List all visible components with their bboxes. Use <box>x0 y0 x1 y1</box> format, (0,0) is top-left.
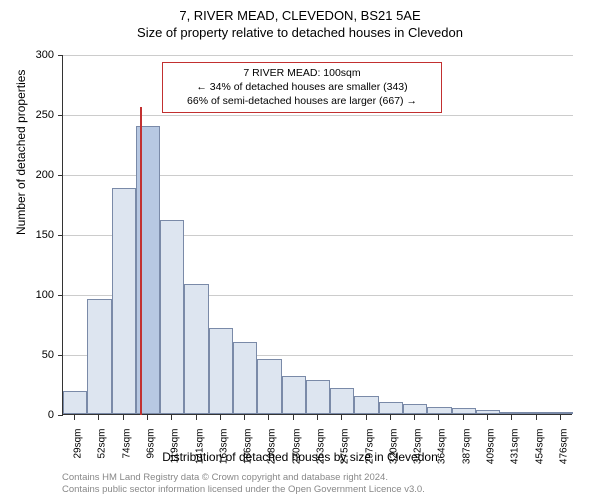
histogram-bar <box>257 359 281 414</box>
x-tick-mark <box>147 415 148 420</box>
histogram-bar <box>209 328 233 414</box>
y-tick-mark <box>58 175 63 176</box>
histogram-bar <box>476 410 500 414</box>
chart-title-line2: Size of property relative to detached ho… <box>0 25 600 40</box>
x-tick-mark <box>487 415 488 420</box>
histogram-bar <box>549 412 573 414</box>
histogram-bar <box>379 402 403 414</box>
attribution-line2: Contains public sector information licen… <box>62 484 425 496</box>
grid-line <box>63 55 573 56</box>
x-axis-label: Distribution of detached houses by size … <box>0 450 600 464</box>
y-tick-mark <box>58 295 63 296</box>
histogram-bar <box>282 376 306 414</box>
annotation-line: ← 34% of detached houses are smaller (34… <box>171 80 433 94</box>
x-tick-mark <box>341 415 342 420</box>
histogram-bar <box>524 412 548 414</box>
y-tick-label: 300 <box>14 49 54 61</box>
y-tick-mark <box>58 415 63 416</box>
annotation-line: 7 RIVER MEAD: 100sqm <box>171 66 433 80</box>
reference-line <box>140 107 142 415</box>
y-tick-label: 50 <box>14 349 54 361</box>
x-tick-mark <box>74 415 75 420</box>
x-tick-mark <box>293 415 294 420</box>
attribution-text: Contains HM Land Registry data © Crown c… <box>62 472 425 496</box>
y-tick-mark <box>58 235 63 236</box>
x-tick-mark <box>536 415 537 420</box>
histogram-bar <box>112 188 136 414</box>
chart-area: 7 RIVER MEAD: 100sqm← 34% of detached ho… <box>62 55 572 415</box>
histogram-bar <box>403 404 427 414</box>
annotation-line: 66% of semi-detached houses are larger (… <box>171 94 433 108</box>
y-tick-label: 100 <box>14 289 54 301</box>
x-tick-mark <box>414 415 415 420</box>
x-tick-mark <box>123 415 124 420</box>
x-tick-mark <box>390 415 391 420</box>
x-tick-mark <box>511 415 512 420</box>
y-tick-mark <box>58 355 63 356</box>
annotation-box: 7 RIVER MEAD: 100sqm← 34% of detached ho… <box>162 62 442 113</box>
histogram-bar <box>427 407 451 414</box>
x-tick-mark <box>438 415 439 420</box>
histogram-bar <box>330 388 354 414</box>
y-tick-mark <box>58 115 63 116</box>
x-tick-mark <box>317 415 318 420</box>
chart-title-block: 7, RIVER MEAD, CLEVEDON, BS21 5AE Size o… <box>0 0 600 40</box>
x-tick-mark <box>268 415 269 420</box>
x-tick-mark <box>220 415 221 420</box>
x-tick-mark <box>171 415 172 420</box>
chart-title-line1: 7, RIVER MEAD, CLEVEDON, BS21 5AE <box>0 8 600 23</box>
histogram-bar <box>160 220 184 414</box>
y-axis-label: Number of detached properties <box>14 70 28 235</box>
histogram-bar <box>354 396 378 414</box>
x-tick-mark <box>98 415 99 420</box>
histogram-bar <box>452 408 476 414</box>
x-tick-mark <box>244 415 245 420</box>
histogram-bar <box>233 342 257 414</box>
histogram-bar <box>500 412 524 414</box>
x-tick-mark <box>196 415 197 420</box>
y-tick-label: 0 <box>14 409 54 421</box>
histogram-bar <box>87 299 111 414</box>
y-tick-mark <box>58 55 63 56</box>
histogram-bar <box>184 284 208 414</box>
histogram-bar <box>63 391 87 414</box>
x-tick-mark <box>366 415 367 420</box>
x-tick-mark <box>463 415 464 420</box>
attribution-line1: Contains HM Land Registry data © Crown c… <box>62 472 425 484</box>
x-tick-mark <box>560 415 561 420</box>
histogram-bar <box>306 380 330 414</box>
